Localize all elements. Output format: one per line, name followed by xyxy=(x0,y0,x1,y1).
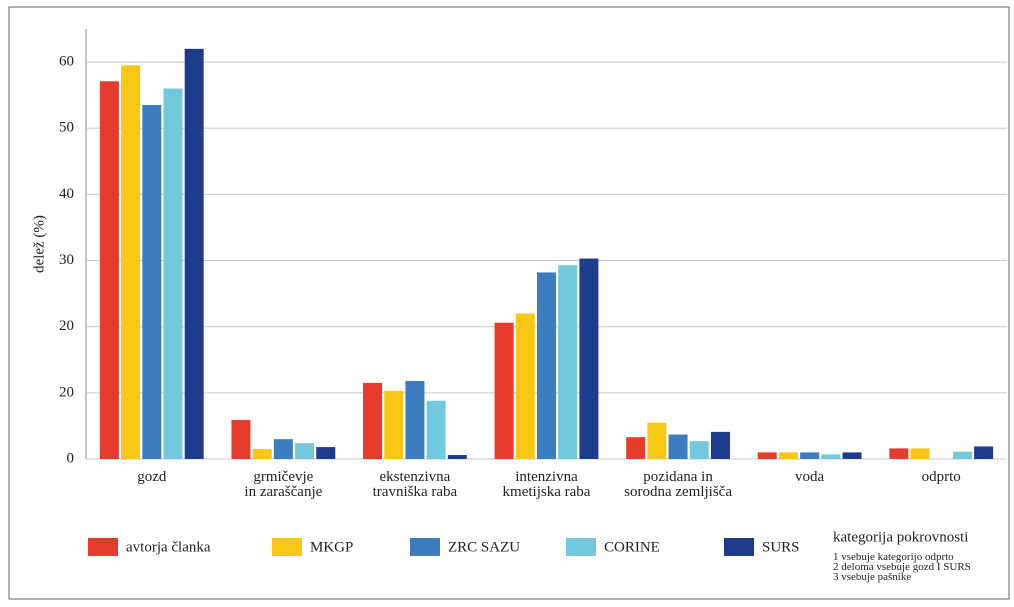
bar xyxy=(710,431,730,459)
bar xyxy=(821,454,841,459)
y-tick-label: 20 xyxy=(59,318,74,334)
bar xyxy=(447,455,467,459)
bar xyxy=(889,448,909,459)
x-tick-label: grmičevje in zaraščanje xyxy=(244,469,323,500)
bar xyxy=(184,48,204,459)
bar xyxy=(757,452,777,459)
y-tick-label: 50 xyxy=(59,120,74,136)
x-tick-label: voda xyxy=(795,469,825,485)
legend-label: avtorja članka xyxy=(126,539,211,555)
legend-title: kategorija pokrovnosti xyxy=(833,529,968,545)
x-tick-label: odprto xyxy=(921,469,961,485)
bar xyxy=(273,439,293,459)
y-tick-label: 40 xyxy=(59,186,74,202)
bar xyxy=(163,88,183,460)
bar xyxy=(405,380,425,459)
legend-label: SURS xyxy=(762,539,800,555)
legend-swatch xyxy=(410,538,440,556)
y-tick-label: 0 xyxy=(67,450,75,466)
bar xyxy=(689,441,709,459)
footnote: 1 vsebuje kategorijo odprto xyxy=(833,551,954,563)
legend-swatch xyxy=(88,538,118,556)
footnote: 3 vsebuje pašnike xyxy=(833,571,912,583)
bar xyxy=(295,443,315,459)
legend-label: CORINE xyxy=(604,539,660,555)
bar xyxy=(647,422,667,459)
bar xyxy=(515,313,535,459)
bar xyxy=(426,400,446,459)
y-tick-label: 60 xyxy=(59,54,74,70)
bar xyxy=(800,452,820,459)
bar xyxy=(952,451,972,459)
x-tick-label: gozd xyxy=(137,469,167,485)
x-tick-label: ekstenzivna travniška raba xyxy=(372,469,458,500)
bar xyxy=(842,452,862,459)
footnote: 2 deloma vsebuje gozd I SURS xyxy=(833,561,971,573)
bar xyxy=(99,81,119,459)
legend-swatch xyxy=(724,538,754,556)
bar xyxy=(579,258,599,459)
bar xyxy=(537,272,556,459)
legend-swatch xyxy=(566,538,596,556)
bar xyxy=(494,322,514,459)
bar xyxy=(626,437,646,459)
bar xyxy=(974,446,994,459)
bar xyxy=(384,390,404,459)
bar xyxy=(558,265,578,459)
y-tick-label: 20 xyxy=(59,384,74,400)
x-tick-label: intenzivna kmetijska raba xyxy=(502,469,591,500)
legend-label: ZRC SAZU xyxy=(448,539,520,555)
x-tick-label: pozidana in sorodna zemljišča xyxy=(624,469,732,500)
bar xyxy=(778,452,798,459)
bar xyxy=(363,382,383,459)
y-tick-label: 30 xyxy=(59,252,74,268)
bar xyxy=(910,448,930,459)
bar xyxy=(231,419,251,459)
frame xyxy=(8,6,1010,600)
bar xyxy=(316,447,336,459)
legend-label: MKGP xyxy=(310,539,353,555)
bar xyxy=(252,449,272,459)
bar xyxy=(121,65,141,459)
bar xyxy=(668,434,688,459)
legend-swatch xyxy=(272,538,302,556)
bar xyxy=(142,105,162,460)
y-axis-label: delež (%) xyxy=(31,215,47,273)
